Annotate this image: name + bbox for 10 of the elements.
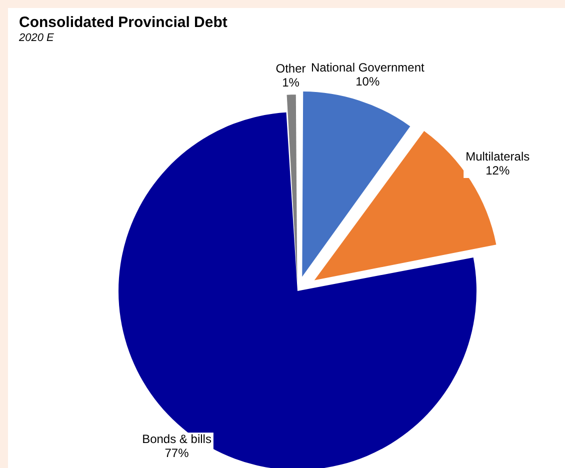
data-label: 10% bbox=[356, 74, 380, 88]
chart-subtitle: 2020 E bbox=[19, 32, 54, 44]
chart-title: Consolidated Provincial Debt bbox=[19, 14, 228, 31]
slice-label: National Government bbox=[310, 60, 426, 74]
slice-label: Bonds & bills bbox=[142, 432, 212, 446]
slice-label: Other bbox=[276, 61, 306, 76]
data-label: 77% bbox=[164, 446, 190, 460]
data-label: 1% bbox=[282, 75, 300, 90]
slice-label: Multilaterals bbox=[466, 149, 530, 164]
data-label: 12% bbox=[486, 163, 510, 178]
